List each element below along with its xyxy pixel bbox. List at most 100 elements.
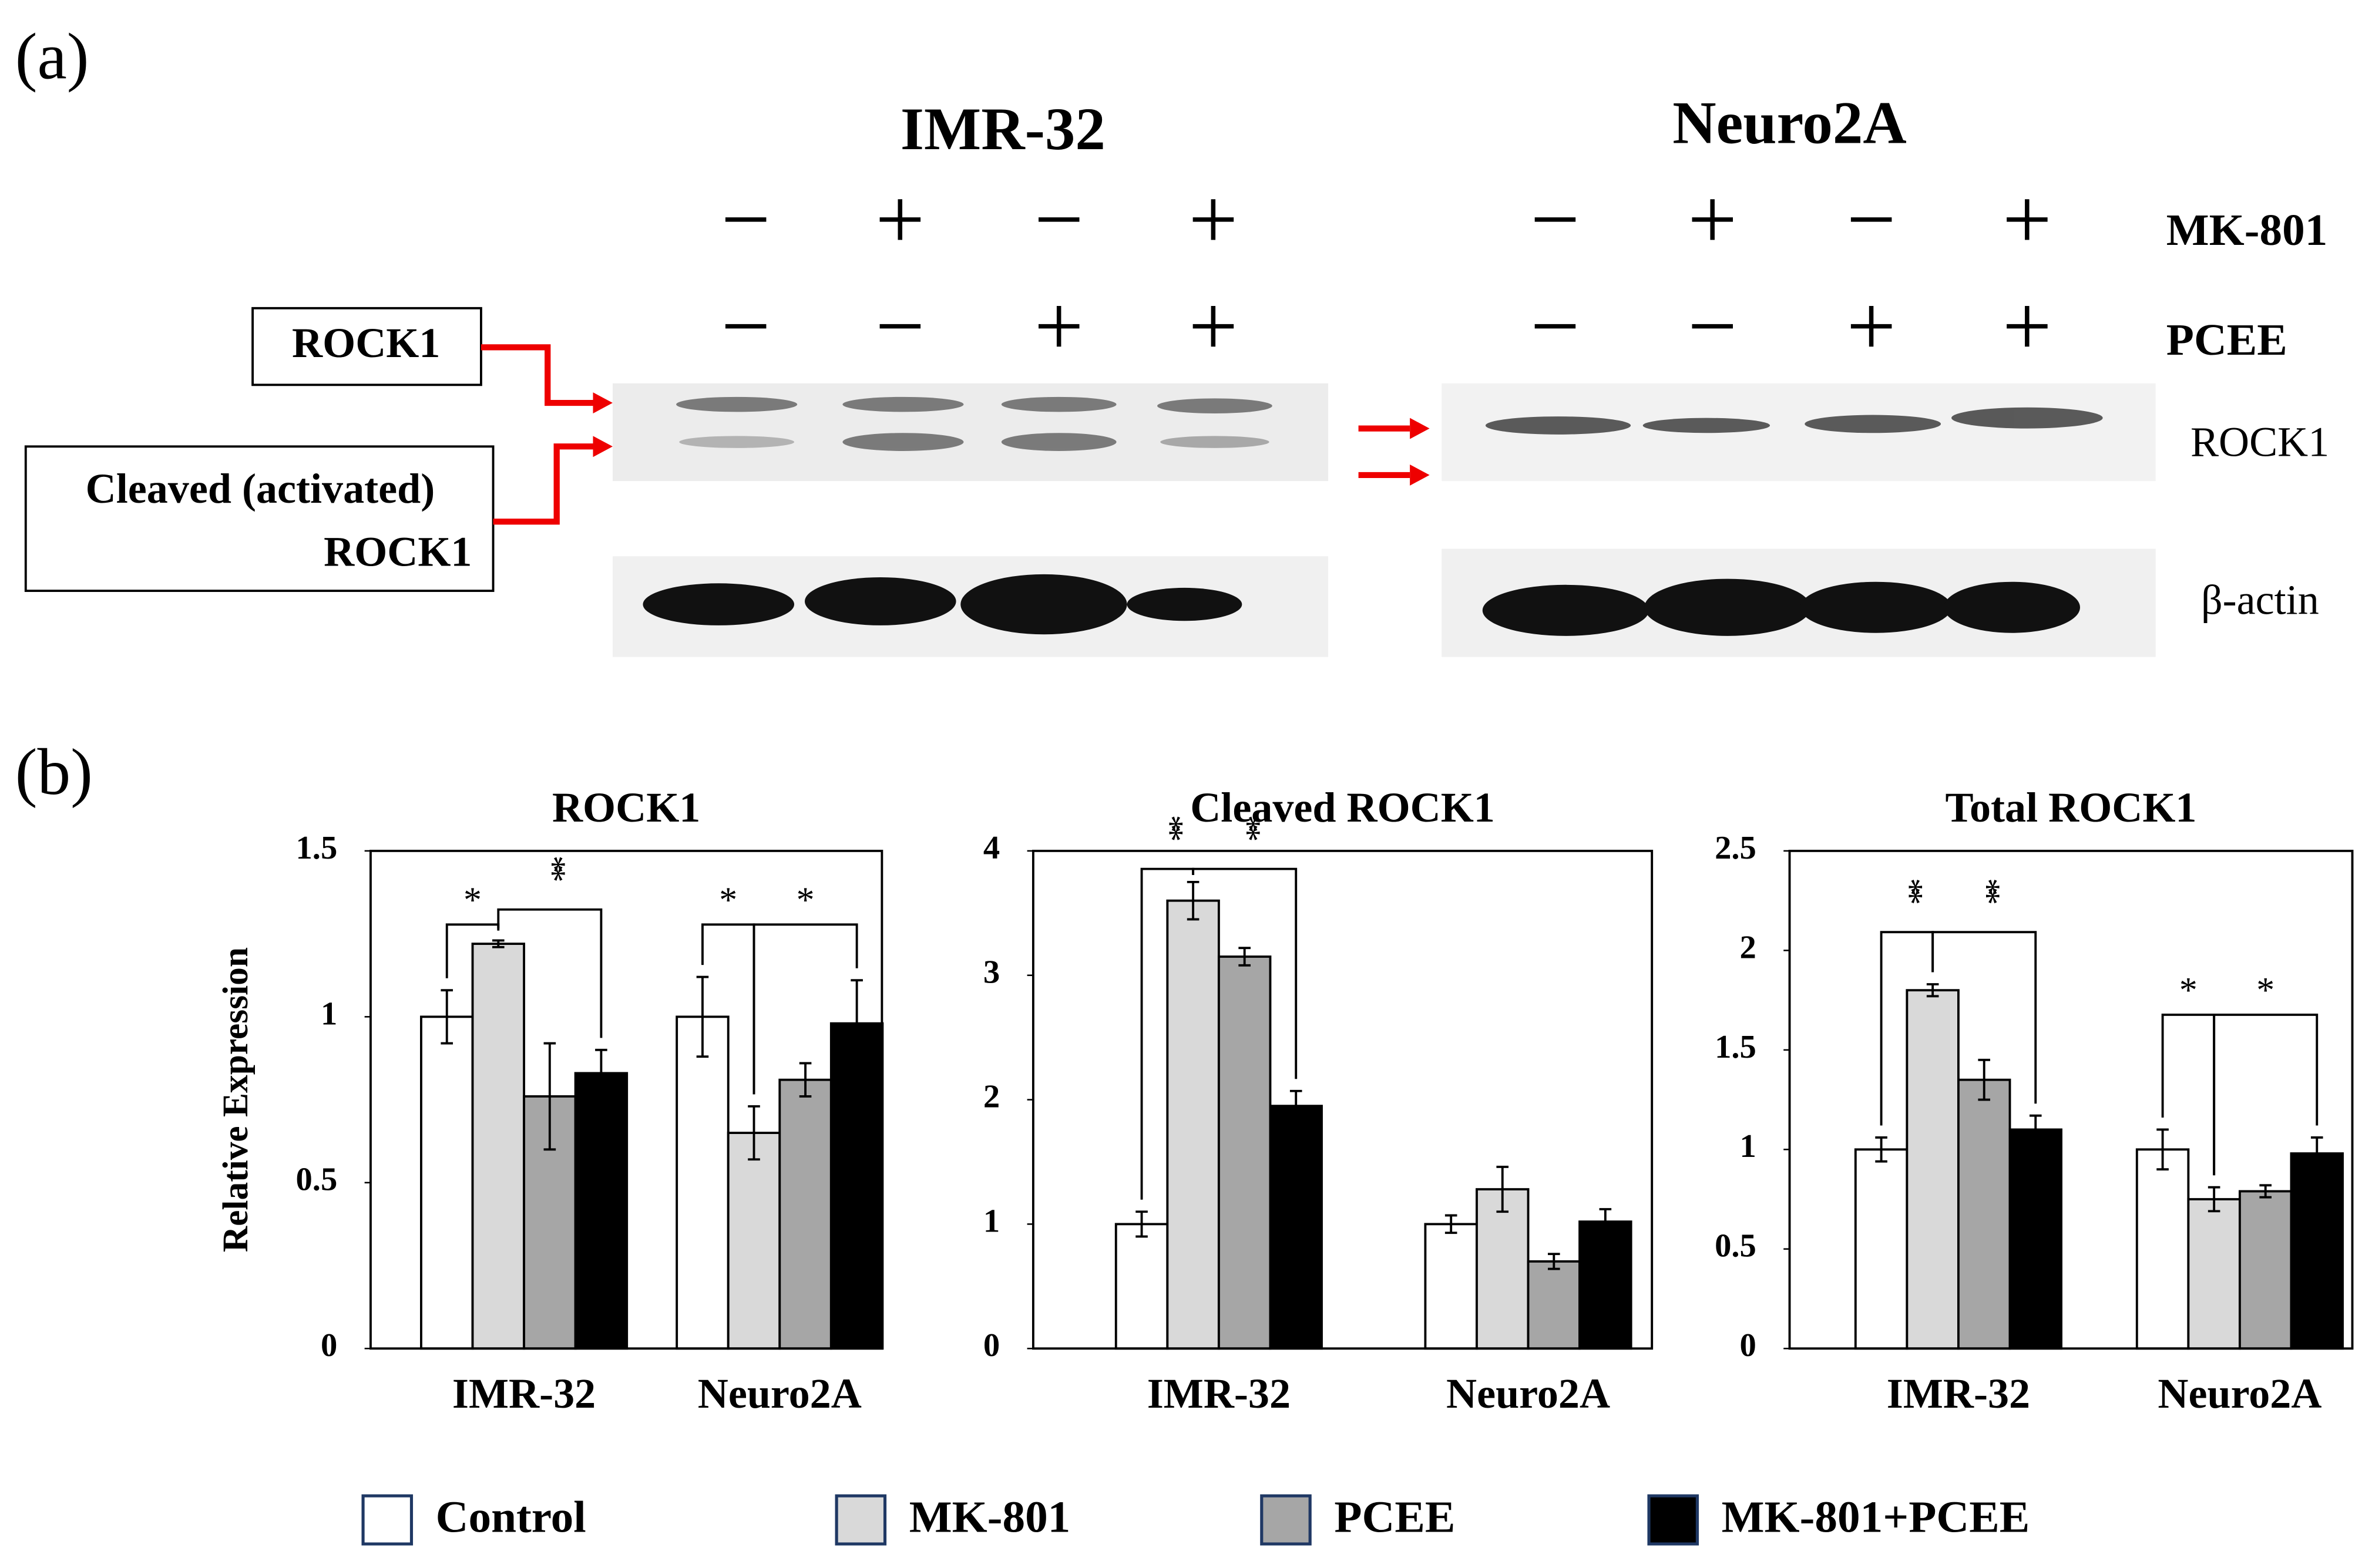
bar [574,1072,629,1350]
error-bar [1496,1166,1509,1213]
significance-bracket [497,908,603,1038]
significance-label: ** [1890,878,1930,903]
plot-frame [369,849,883,1350]
error-bar [2029,1114,2042,1145]
legend-swatch [1647,1494,1699,1546]
bar [1854,1148,1909,1350]
significance-label: ** [533,856,573,881]
bar-chart: Cleaved ROCK1 0 1 2 3 4 IMR-32 Neuro2A ** ** [983,784,1654,1417]
chart-title: ROCK1 [552,784,700,831]
bar [2290,1152,2344,1350]
error-bar [1444,1214,1457,1234]
label-box [251,307,482,386]
bar [676,1015,730,1350]
error-bar [696,975,709,1058]
bar [1906,989,1960,1350]
error-bar [2259,1184,2272,1199]
y-tick-label: 0 [321,1327,337,1364]
bar [829,1022,884,1350]
y-tick-label: 2.5 [1715,830,1756,866]
treatment-sign: + [2003,171,2052,268]
error-bar [2208,1186,2220,1213]
error-bar [1548,1253,1560,1270]
significance-label: * [797,880,815,920]
treatment-label: PCEE [2166,314,2287,365]
y-tick-label: 0 [1740,1327,1756,1364]
bar [1578,1220,1632,1350]
treatment-label: MK-801 [2166,204,2328,255]
x-tick-label: Neuro2A [2158,1370,2321,1417]
bar [1114,1223,1169,1350]
bar [2238,1190,2293,1350]
error-bar [2310,1136,2323,1171]
bar [1269,1105,1323,1350]
legend-label: MK-801+PCEE [1722,1491,2030,1542]
legend-label: Control [436,1491,586,1542]
treatment-sign: + [1188,278,1238,375]
significance-label: ** [1967,878,2007,903]
blot-label: ROCK1 [2190,419,2329,466]
significance-bracket [1931,931,2037,1104]
significance-label: * [2256,970,2274,1010]
error-bar [1599,1208,1612,1236]
bar [2135,1148,2190,1350]
treatment-sign: − [721,171,770,268]
western-blot [612,383,2156,657]
y-tick-label: 1 [1740,1128,1756,1165]
arrow-head [593,392,1430,486]
treatment-sign: − [1846,171,1896,268]
significance-label: ** [1228,815,1268,840]
error-bar [1135,1210,1148,1238]
error-bar [441,989,453,1045]
y-tick-label: 1.5 [1715,1029,1756,1065]
band-label: ROCK1 [324,529,472,576]
x-tick-label: IMR-32 [452,1370,596,1417]
panel-label: (b) [15,735,93,809]
arrow [481,344,1410,525]
y-tick-label: 4 [983,830,1000,866]
bar [727,1132,781,1350]
significance-bracket [1192,867,1298,1079]
y-tick-label: 1.5 [295,830,337,866]
y-tick-label: 0 [983,1327,1000,1364]
significance-label: * [463,880,482,920]
treatment-sign: − [1034,171,1084,268]
panel-label: (a) [15,20,89,93]
treatment-sign: − [1530,278,1580,375]
error-bar [1238,947,1251,967]
significance-bracket [752,923,858,1095]
treatment-sign: + [1688,171,1737,268]
error-bar [851,979,863,1068]
band-label: ROCK1 [292,319,440,366]
treatment-sign: − [1688,278,1737,375]
treatment-sign: + [1846,278,1896,375]
y-axis-label: Relative Expression [216,947,256,1252]
y-tick-label: 3 [983,954,1000,991]
error-bar [799,1062,812,1098]
error-bar [1187,880,1200,921]
error-bar [1289,1089,1302,1122]
treatment-sign: + [875,171,925,268]
significance-label: ** [1151,815,1191,840]
error-bar [2156,1128,2169,1171]
x-tick-label: IMR-32 [1887,1370,2030,1417]
legend-swatch [361,1494,414,1546]
label-box [24,445,495,592]
chart-title: Total ROCK1 [1946,784,2197,831]
x-tick-label: IMR-32 [1147,1370,1291,1417]
y-tick-label: 0.5 [1715,1228,1756,1264]
bar [2008,1128,2062,1350]
legend-label: MK-801 [909,1491,1071,1542]
cell-line-title: IMR-32 [901,96,1106,163]
error-bar [492,939,505,948]
bar [471,943,525,1350]
treatment-sign: + [2003,278,2052,375]
legend-swatch [835,1494,887,1546]
y-tick-label: 1 [983,1203,1000,1239]
y-tick-label: 0.5 [295,1162,337,1198]
y-tick-label: 1 [321,995,337,1032]
bar [1166,899,1220,1350]
band-label: Cleaved (activated) [86,465,435,512]
